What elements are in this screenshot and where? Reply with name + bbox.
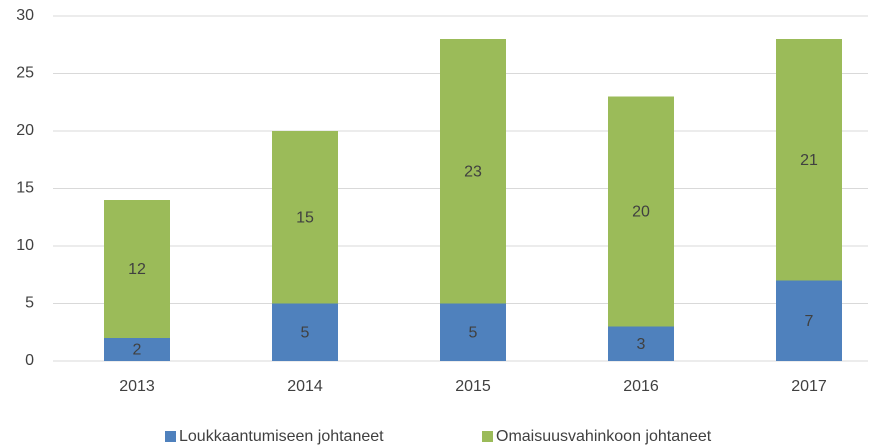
- legend-swatch: [165, 431, 176, 442]
- value-label: 2: [133, 342, 142, 359]
- y-tick-label: 5: [25, 295, 34, 312]
- bar-segment: [776, 39, 842, 281]
- value-label: 15: [296, 209, 314, 226]
- x-tick-label: 2016: [623, 378, 659, 395]
- bar-segment: [608, 326, 674, 361]
- bar-segment: [272, 131, 338, 304]
- bar-segment: [272, 303, 338, 361]
- x-tick-label: 2015: [455, 378, 491, 395]
- y-tick-label: 0: [25, 352, 34, 369]
- bar-segment: [440, 39, 506, 304]
- value-label: 5: [301, 324, 310, 341]
- bar-segment: [608, 96, 674, 327]
- bar-segment: [776, 280, 842, 361]
- y-tick-label: 25: [16, 65, 34, 82]
- y-tick-label: 30: [16, 7, 34, 24]
- legend-label: Omaisuusvahinkoon johtaneet: [496, 428, 712, 445]
- value-label: 5: [469, 324, 478, 341]
- y-tick-label: 20: [16, 122, 34, 139]
- value-label: 3: [637, 336, 646, 353]
- value-label: 21: [800, 152, 818, 169]
- value-label: 20: [632, 204, 650, 221]
- value-label: 23: [464, 163, 482, 180]
- legend-label: Loukkaantumiseen johtaneet: [179, 428, 384, 445]
- y-tick-label: 10: [16, 237, 34, 254]
- x-tick-label: 2014: [287, 378, 323, 395]
- bar-segment: [440, 303, 506, 361]
- x-tick-label: 2017: [791, 378, 827, 395]
- value-label: 12: [128, 261, 146, 278]
- value-label: 7: [805, 313, 814, 330]
- bar-segment: [104, 200, 170, 338]
- legend-swatch: [482, 431, 493, 442]
- y-tick-label: 15: [16, 180, 34, 197]
- bar-segment: [104, 338, 170, 361]
- x-tick-label: 2013: [119, 378, 155, 395]
